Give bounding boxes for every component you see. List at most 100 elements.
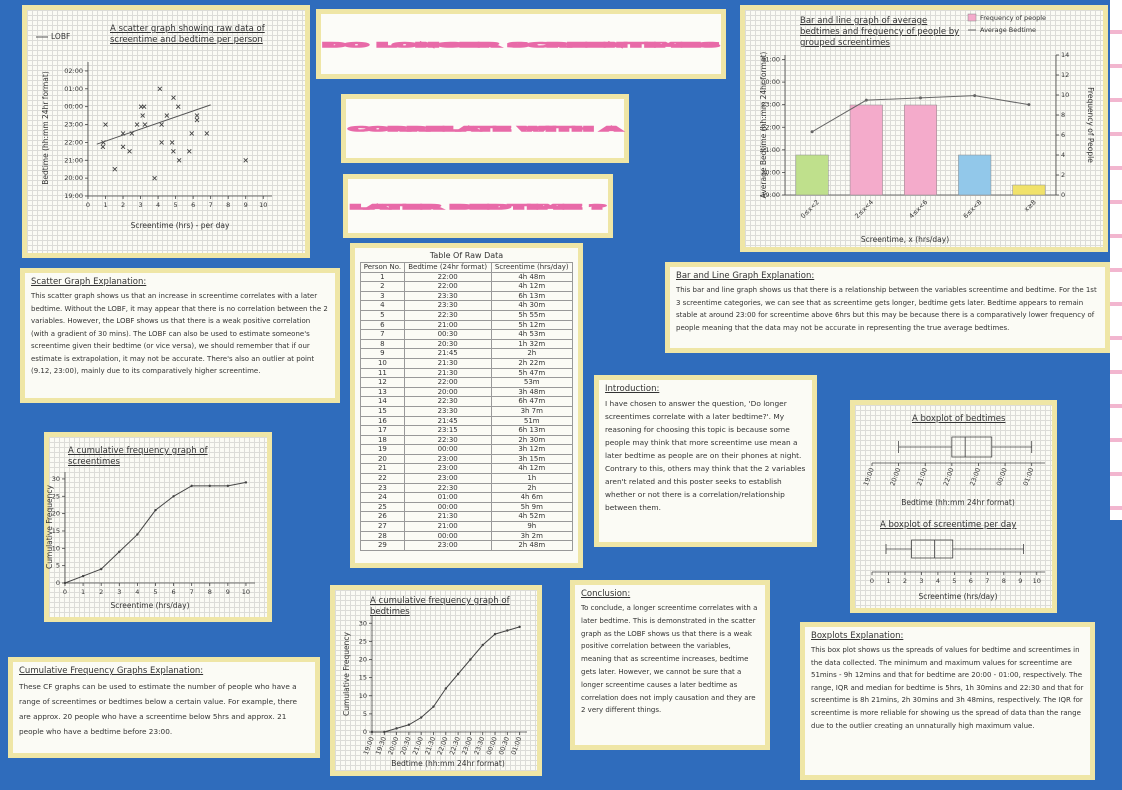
title-box xyxy=(341,94,629,163)
x-tick-label: 4 xyxy=(135,588,139,596)
legend-swatch xyxy=(967,13,977,22)
y-tick-label: 20:00 xyxy=(64,174,83,182)
body: To conclude, a longer screentime correla… xyxy=(581,604,758,715)
line-point xyxy=(973,94,977,98)
scatter-point xyxy=(142,122,148,127)
scatter-point xyxy=(171,149,176,154)
bar xyxy=(795,154,829,196)
cf-curve xyxy=(64,481,247,584)
cf-point xyxy=(136,533,139,536)
cf-point xyxy=(432,705,435,708)
x-tick-label: 5 xyxy=(153,588,157,596)
table-title: Table Of Raw Data xyxy=(429,251,504,260)
y-tick-label: 21:00 xyxy=(761,146,780,154)
x-tick-label: 6 xyxy=(172,588,176,596)
scatter-point xyxy=(175,104,181,109)
x-tick-label: 1 xyxy=(886,577,890,585)
text-panel: Introduction: I have chosen to answer the… xyxy=(594,375,817,547)
cf-point xyxy=(190,484,193,488)
cf-point xyxy=(63,581,67,585)
x-tick-label: 00:00 xyxy=(995,467,1009,487)
cf-point xyxy=(493,632,497,636)
y-tick-label: 10 xyxy=(359,692,367,700)
table-row: 21 23:00 4h 12m xyxy=(360,463,574,475)
scatter-point xyxy=(186,149,192,154)
heading: Introduction: xyxy=(605,384,660,394)
chart-title: Bar and line graph of average bedtimes a… xyxy=(800,16,960,48)
bar xyxy=(958,154,992,196)
y-tick-label: 4 xyxy=(1061,151,1065,159)
text-panel: Cumulative Frequency Graphs Explanation:… xyxy=(8,657,320,758)
line-point xyxy=(919,96,922,100)
cf-point xyxy=(481,643,484,647)
scatter-point xyxy=(138,104,144,109)
heading: Cumulative Frequency Graphs Explanation: xyxy=(19,666,204,676)
x-tick-label: 1 xyxy=(103,201,107,209)
cf-point xyxy=(81,574,85,578)
scatter-point xyxy=(176,157,182,163)
cf-point xyxy=(395,727,398,730)
x-tick-label: 10 xyxy=(242,588,250,596)
cf-point xyxy=(469,658,472,661)
y-axis-label: Cumulative Frequency xyxy=(342,631,351,715)
line-point xyxy=(1027,103,1031,107)
bar xyxy=(903,104,938,196)
bar xyxy=(849,104,883,196)
scatter-point xyxy=(164,113,170,118)
y-tick-label: 10 xyxy=(52,544,60,552)
x-axis-label: Bedtime (hh:mm 24hr format) xyxy=(901,498,1015,507)
y-tick-label: 0 xyxy=(363,728,367,736)
cf-point xyxy=(518,625,521,629)
legend-label: Frequency of people xyxy=(980,14,1046,22)
y-tick-label: 12 xyxy=(1061,71,1069,79)
x-tick-label: 9 xyxy=(1018,577,1022,585)
cf-point xyxy=(172,495,175,498)
y-tick-label: 6 xyxy=(1061,131,1065,139)
x-tick-label: 7 xyxy=(190,588,194,596)
x-tick-label: 22:00 xyxy=(942,467,956,487)
x-tick-label: 7 xyxy=(209,201,213,209)
cf-point xyxy=(118,550,121,553)
text-panel: Conclusion: To conclude, a longer screent… xyxy=(570,580,770,750)
x-tick-label: 10 xyxy=(259,201,267,209)
cf-bedtime-panel xyxy=(330,585,542,776)
y-tick-label: 5 xyxy=(56,562,60,570)
y-tick-label: 30 xyxy=(359,619,367,627)
cf-point xyxy=(370,730,374,734)
text-panel: Scatter Graph Explanation: This scatter g… xyxy=(20,268,340,403)
scatter-point xyxy=(204,131,210,136)
scatter-point xyxy=(243,157,249,163)
box xyxy=(951,436,993,458)
y-tick-label: 00:00 xyxy=(64,103,83,111)
y-tick-label: 19:00 xyxy=(761,191,780,199)
y-tick-label: 01:00 xyxy=(64,85,83,93)
y-axis-label: Bedtime (hh:mm 24hr format) xyxy=(41,71,50,185)
bar xyxy=(1012,184,1046,196)
line-point xyxy=(810,130,814,134)
scatter-point xyxy=(157,86,163,92)
y-tick-label: 20 xyxy=(359,656,367,664)
x-tick-label: 21:00 xyxy=(915,467,929,487)
x-tick-label: x≥8 xyxy=(1023,198,1038,213)
x-tick-label: 8 xyxy=(208,588,212,596)
x-tick-label: 3 xyxy=(139,201,143,209)
poster-title: DO LONGER SCREENTIMES xyxy=(323,41,720,49)
boxplot-panel xyxy=(850,400,1057,613)
y-tick-label: 25 xyxy=(359,637,367,645)
x-tick-label: 3 xyxy=(117,588,121,596)
y-tick-label: 0 xyxy=(56,579,60,587)
y-tick-label: 5 xyxy=(363,710,367,718)
y-tick-label: 23:00 xyxy=(761,101,780,109)
body: This box plot shows us the spreads of va… xyxy=(811,646,1084,730)
poster-title: LATER BEDTIME ? xyxy=(351,203,607,211)
line-point xyxy=(864,98,868,102)
x-tick-label: 2 xyxy=(99,588,103,596)
x-tick-label: 9 xyxy=(244,201,248,209)
x-tick-label: 19:00 xyxy=(862,467,876,487)
x-tick-label: 2 xyxy=(903,577,907,585)
line-of-best-fit xyxy=(96,104,211,145)
table-row: 29 23:00 2h 48m xyxy=(360,540,574,551)
x-tick-label: 0 xyxy=(63,588,67,596)
x-tick-label: 6 xyxy=(191,201,195,209)
